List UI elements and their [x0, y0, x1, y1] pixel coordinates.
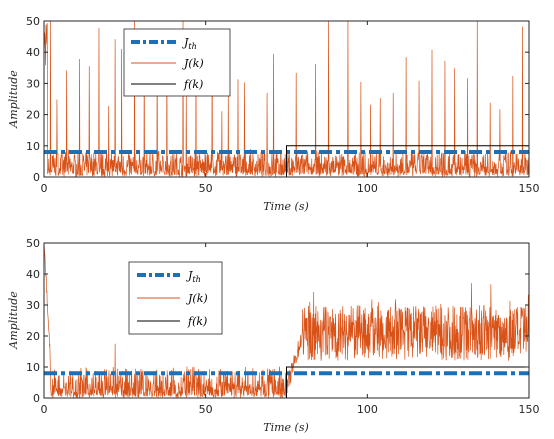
- x-tick-label: 100: [357, 182, 378, 195]
- top-legend-jk-label: J(k): [182, 57, 204, 70]
- x-tick-label: 150: [519, 182, 540, 195]
- top-legend-jth-label: Jth: [182, 36, 197, 51]
- top-ticks: 0 50 100 150 0 10 20 30 40 50: [26, 15, 540, 195]
- bottom-ticks: 0 50 100 150 0 10 20 30 40 50: [26, 237, 540, 416]
- bottom-y-axis-label: Amplitude: [7, 291, 20, 350]
- y-tick-label: 50: [26, 237, 40, 250]
- top-y-axis-label: Amplitude: [7, 70, 20, 129]
- x-tick-label: 100: [357, 403, 378, 416]
- x-tick-label: 50: [199, 403, 213, 416]
- y-tick-label: 0: [33, 171, 40, 184]
- top-legend: Jth J(k) f(k): [123, 28, 231, 97]
- y-tick-label: 10: [26, 140, 40, 153]
- y-tick-label: 20: [26, 330, 40, 343]
- y-tick-label: 30: [26, 299, 40, 312]
- y-tick-label: 40: [26, 46, 40, 59]
- y-tick-label: 30: [26, 77, 40, 90]
- bottom-x-axis-label: Time (s): [263, 421, 309, 434]
- x-tick-label: 0: [41, 182, 48, 195]
- bottom-axes-box: [43, 242, 530, 399]
- top-axes-box: [43, 20, 530, 178]
- y-tick-label: 0: [33, 392, 40, 405]
- bottom-legend: Jth J(k) f(k): [128, 261, 223, 335]
- top-plot-area: [44, 21, 529, 178]
- y-tick-label: 50: [26, 15, 40, 28]
- bottom-legend-jth-label: Jth: [186, 269, 201, 284]
- x-tick-label: 150: [519, 403, 540, 416]
- x-tick-label: 0: [41, 403, 48, 416]
- y-tick-label: 40: [26, 268, 40, 281]
- top-legend-fk-label: f(k): [183, 78, 203, 91]
- bottom-plot-area: [44, 243, 529, 399]
- x-tick-label: 50: [199, 182, 213, 195]
- y-tick-label: 20: [26, 109, 40, 122]
- y-tick-label: 10: [26, 361, 40, 374]
- bottom-legend-fk-label: f(k): [187, 315, 207, 328]
- top-x-axis-label: Time (s): [263, 200, 309, 213]
- bottom-legend-jk-label: J(k): [186, 292, 208, 305]
